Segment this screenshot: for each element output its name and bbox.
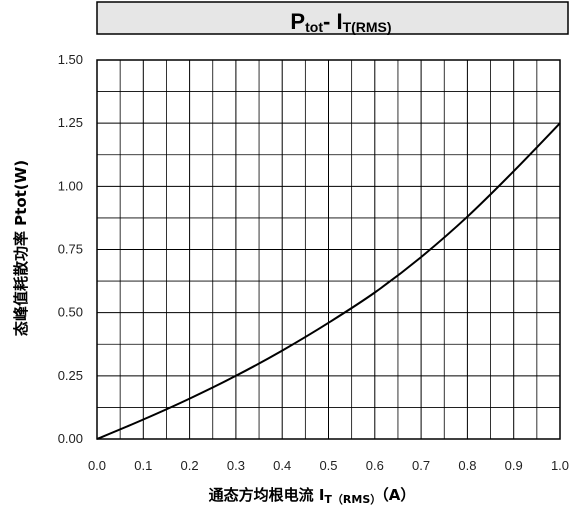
y-tick-label: 1.50 bbox=[58, 52, 83, 67]
y-tick-label: 1.00 bbox=[58, 178, 83, 193]
x-tick-label: 0.0 bbox=[88, 458, 106, 473]
y-tick-label: 0.75 bbox=[58, 242, 83, 257]
x-tick-label: 1.0 bbox=[551, 458, 569, 473]
y-tick-labels: 0.00 0.25 0.50 0.75 1.00 1.25 1.50 bbox=[58, 52, 83, 446]
x-tick-label: 0.4 bbox=[273, 458, 291, 473]
x-tick-label: 0.6 bbox=[366, 458, 384, 473]
y-tick-label: 0.25 bbox=[58, 368, 83, 383]
x-tick-label: 0.9 bbox=[505, 458, 523, 473]
x-tick-label: 0.7 bbox=[412, 458, 430, 473]
title-sep-sub: T(RMS) bbox=[343, 19, 392, 35]
chart-title: Ptot- IT(RMS) bbox=[290, 9, 391, 35]
x-axis-label-main: 通态方均根电流 I bbox=[209, 486, 325, 504]
title-sep: - I bbox=[323, 9, 343, 34]
series-line bbox=[96, 122, 561, 440]
x-tick-label: 0.1 bbox=[134, 458, 152, 473]
x-tick-label: 0.3 bbox=[227, 458, 245, 473]
plot-frame bbox=[96, 59, 561, 440]
series-layer bbox=[96, 122, 561, 440]
x-tick-labels: 0.0 0.1 0.2 0.3 0.4 0.5 0.6 0.7 0.8 0.9 1.0 bbox=[88, 458, 569, 473]
y-tick-label: 1.25 bbox=[58, 115, 83, 130]
y-tick-label: 0.00 bbox=[58, 431, 83, 446]
x-axis-label-unit: （A） bbox=[381, 486, 415, 504]
x-axis-label-sub: T（RMS） bbox=[324, 493, 381, 506]
chart-title-box bbox=[96, 1, 569, 35]
y-axis-label: 态峰值耗散功率 Ptot(W) bbox=[12, 160, 30, 336]
title-main-sub: tot bbox=[305, 19, 323, 35]
y-tick-label: 0.50 bbox=[58, 305, 83, 320]
x-tick-label: 0.8 bbox=[458, 458, 476, 473]
x-tick-label: 0.2 bbox=[181, 458, 199, 473]
grid-major bbox=[97, 60, 560, 439]
x-axis-label: 通态方均根电流 IT（RMS）（A） bbox=[209, 486, 416, 506]
x-tick-label: 0.5 bbox=[319, 458, 337, 473]
title-main: P bbox=[290, 9, 305, 34]
